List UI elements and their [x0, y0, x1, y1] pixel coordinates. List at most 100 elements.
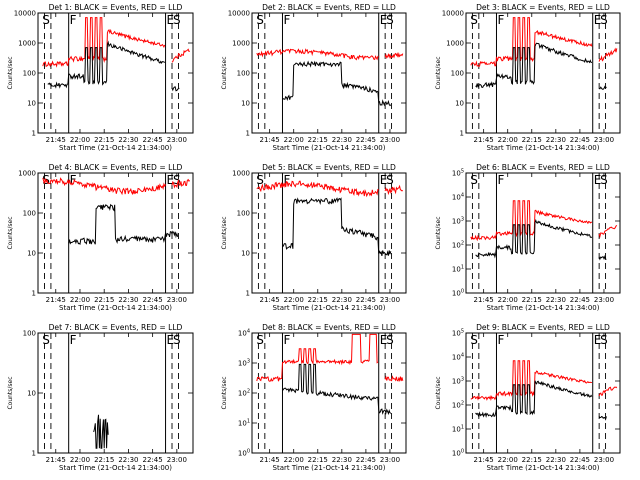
event-marker: S	[386, 173, 394, 187]
y-tick-label: 1	[32, 290, 36, 298]
detector-panel-9: Det 9: BLACK = Events, RED = LLD 100 101 10…	[435, 323, 621, 472]
x-axis-label: Start Time (21-Oct-14 21:34:00)	[273, 464, 386, 472]
event-marker: E	[594, 173, 602, 187]
x-axis-label: Start Time (21-Oct-14 21:34:00)	[59, 144, 172, 152]
y-tick-label: 1	[246, 130, 250, 138]
x-tick-label: 22:15	[94, 296, 114, 304]
panel-title: Det 8: BLACK = Events, RED = LLD	[262, 323, 396, 332]
x-tick-label: 21:45	[46, 296, 66, 304]
x-tick-label: 22:30	[332, 296, 352, 304]
y-tick-label: 104	[238, 329, 250, 338]
y-tick-label: 10	[241, 250, 250, 258]
y-tick-label: 100	[452, 449, 464, 458]
x-tick-label: 22:15	[308, 456, 328, 464]
plot-frame	[465, 172, 621, 294]
event-marker: S	[173, 173, 181, 187]
x-tick-label: 22:00	[70, 296, 90, 304]
series-black-events	[93, 414, 109, 449]
x-tick-label: 22:15	[522, 456, 542, 464]
event-marker: S	[386, 333, 394, 347]
series-black-events	[47, 40, 180, 92]
y-tick-label: 1	[460, 130, 464, 138]
y-axis-label: Counts/sec	[221, 216, 228, 249]
y-tick-label: 102	[452, 241, 464, 250]
series-red-lld	[256, 180, 404, 198]
y-tick-label: 10	[27, 100, 36, 108]
event-marker: E	[380, 13, 388, 27]
x-tick-label: 22:45	[143, 296, 163, 304]
x-tick-label: 22:30	[546, 136, 566, 144]
x-tick-label: 23:00	[167, 296, 187, 304]
x-axis-label: Start Time (21-Oct-14 21:34:00)	[59, 304, 172, 312]
y-tick-label: 100	[23, 330, 36, 338]
y-axis-label: Counts/sec	[7, 376, 14, 409]
x-tick-label: 23:00	[594, 296, 614, 304]
x-axis-label: Start Time (21-Oct-14 21:34:00)	[273, 144, 386, 152]
event-marker: S	[470, 173, 478, 187]
y-tick-label: 10000	[14, 10, 36, 18]
event-marker: E	[380, 173, 388, 187]
panel-title: Det 7: BLACK = Events, RED = LLD	[49, 323, 183, 332]
event-marker: S	[256, 173, 264, 187]
event-marker: S	[256, 13, 264, 27]
plot-frame	[251, 12, 407, 134]
x-tick-label: 22:45	[570, 136, 590, 144]
event-marker: E	[380, 333, 388, 347]
x-tick-label: 22:15	[94, 456, 114, 464]
plot-frame	[465, 332, 621, 454]
y-axis-label: Counts/sec	[435, 216, 442, 249]
y-axis-label: Counts/sec	[221, 56, 228, 89]
event-marker: S	[470, 13, 478, 27]
series-red-lld	[470, 200, 618, 242]
panel-title: Det 9: BLACK = Events, RED = LLD	[476, 323, 610, 332]
series-red-lld	[42, 17, 190, 68]
detector-panel-4: Det 4: BLACK = Events, RED = LLD 1 10 100 10…	[7, 163, 194, 312]
event-marker: E	[594, 13, 602, 27]
event-marker: F	[70, 13, 77, 27]
y-tick-label: 103	[452, 377, 464, 386]
x-tick-label: 22:00	[284, 136, 304, 144]
x-axis-label: Start Time (21-Oct-14 21:34:00)	[273, 304, 386, 312]
x-tick-label: 21:45	[474, 136, 494, 144]
plot-frame	[37, 12, 194, 134]
x-tick-label: 22:00	[70, 456, 90, 464]
y-tick-label: 103	[452, 217, 464, 226]
x-axis-label: Start Time (21-Oct-14 21:34:00)	[59, 464, 172, 472]
panel-title: Det 4: BLACK = Events, RED = LLD	[49, 163, 183, 172]
panel-title: Det 6: BLACK = Events, RED = LLD	[476, 163, 610, 172]
x-tick-label: 22:30	[332, 456, 352, 464]
x-tick-label: 21:45	[46, 456, 66, 464]
series-black-events	[475, 42, 607, 90]
y-tick-label: 1	[246, 290, 250, 298]
y-tick-label: 1000	[18, 170, 36, 178]
x-tick-label: 23:00	[594, 136, 614, 144]
x-tick-label: 22:00	[70, 136, 90, 144]
x-tick-label: 21:45	[260, 136, 280, 144]
y-axis-label: Counts/sec	[435, 376, 442, 409]
y-axis-label: Counts/sec	[7, 56, 14, 89]
x-tick-label: 22:45	[356, 136, 376, 144]
y-tick-label: 101	[452, 425, 464, 434]
event-marker: F	[283, 173, 290, 187]
x-tick-label: 21:45	[260, 456, 280, 464]
x-axis-label: Start Time (21-Oct-14 21:34:00)	[487, 304, 600, 312]
y-tick-label: 100	[452, 289, 464, 298]
series-red-lld	[42, 177, 191, 196]
x-tick-label: 23:00	[380, 136, 400, 144]
x-tick-label: 23:00	[167, 456, 187, 464]
y-tick-label: 103	[238, 359, 250, 368]
event-marker: S	[42, 333, 50, 347]
x-tick-label: 23:00	[380, 296, 400, 304]
event-marker: S	[386, 13, 394, 27]
detector-panel-6: Det 6: BLACK = Events, RED = LLD 100 101 10…	[435, 163, 621, 312]
x-tick-label: 23:00	[594, 456, 614, 464]
x-tick-label: 22:30	[118, 456, 138, 464]
detector-panel-8: Det 8: BLACK = Events, RED = LLD 100 101 10…	[221, 323, 407, 472]
event-marker: S	[173, 333, 181, 347]
event-marker: S	[600, 13, 608, 27]
x-tick-label: 22:30	[546, 456, 566, 464]
x-tick-label: 22:30	[546, 296, 566, 304]
x-tick-label: 21:45	[474, 456, 494, 464]
y-tick-label: 10000	[442, 10, 464, 18]
x-tick-label: 22:45	[356, 296, 376, 304]
